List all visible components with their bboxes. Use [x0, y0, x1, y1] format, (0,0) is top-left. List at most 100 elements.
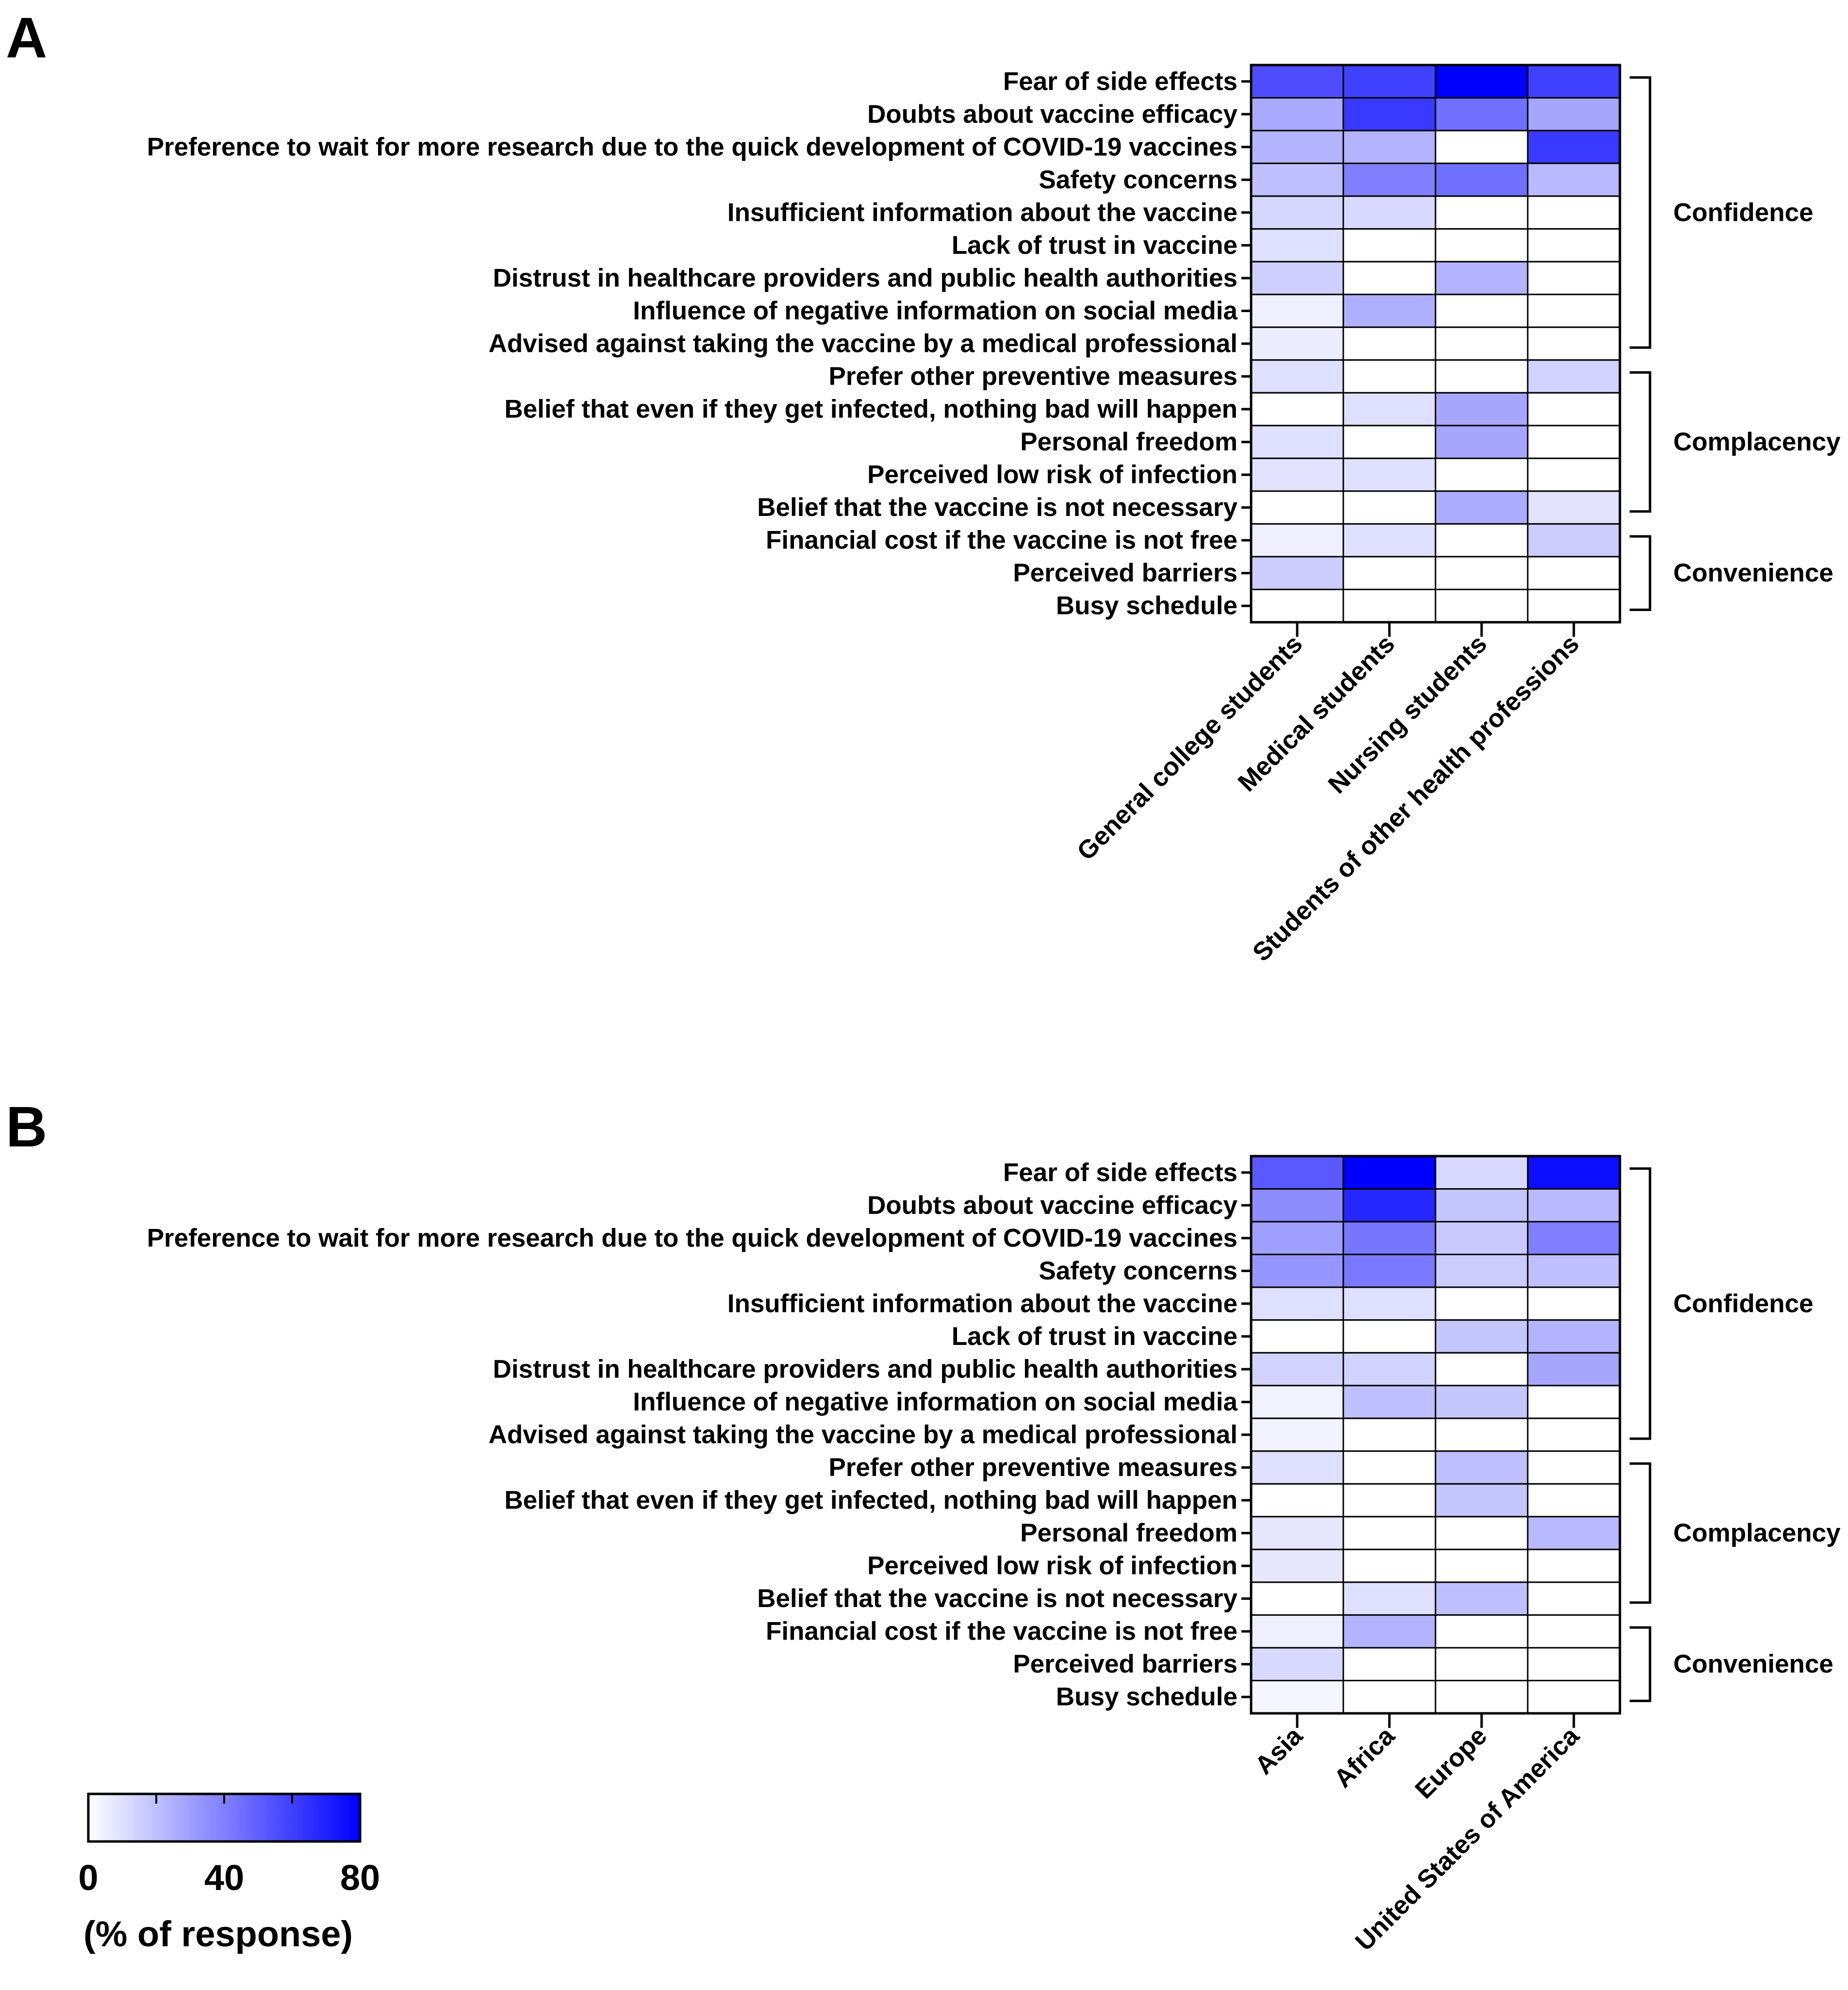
row-label: Insufficient information about the vacci… [727, 198, 1238, 227]
heatmap-cell [1527, 1647, 1621, 1681]
heatmap-cell [1527, 1614, 1621, 1649]
row-label: Financial cost if the vaccine is not fre… [766, 526, 1238, 555]
heatmap-cell [1250, 64, 1344, 99]
row-label: Advised against taking the vaccine by a … [489, 330, 1238, 358]
heatmap-cell [1342, 1385, 1436, 1419]
heatmap-cell [1527, 425, 1621, 459]
heatmap-cell [1250, 1483, 1344, 1518]
heatmap-cell [1342, 425, 1436, 459]
heatmap-cell [1250, 1385, 1344, 1419]
row-label: Perceived low risk of infection [867, 1552, 1238, 1580]
row-label: Lack of trust in vaccine [952, 231, 1238, 260]
heatmap-cell [1527, 228, 1621, 263]
row-label: Prefer other preventive measures [828, 362, 1238, 391]
legend-tick-label: 40 [204, 1857, 244, 1898]
heatmap-cell [1342, 1319, 1436, 1354]
heatmap-cell [1342, 1516, 1436, 1550]
heatmap-cell [1250, 261, 1344, 296]
heatmap-cell [1527, 1254, 1621, 1288]
heatmap-cell [1435, 261, 1529, 296]
group-bracket [1630, 76, 1651, 349]
row-label: Fear of side effects [1003, 1158, 1238, 1187]
heatmap-cell [1435, 523, 1529, 558]
heatmap-cell [1250, 1679, 1344, 1714]
heatmap-cell [1527, 523, 1621, 558]
heatmap-cell [1342, 294, 1436, 328]
heatmap-cell [1250, 588, 1344, 623]
row-label: Personal freedom [1020, 428, 1238, 456]
heatmap-cell [1435, 588, 1529, 623]
heatmap-cell [1342, 1254, 1436, 1288]
heatmap-cell [1435, 1614, 1529, 1649]
heatmap-cell [1250, 1221, 1344, 1256]
heatmap-cell [1250, 1286, 1344, 1321]
heatmap-cell [1250, 523, 1344, 558]
heatmap-cell [1342, 1417, 1436, 1452]
heatmap-cell [1342, 1679, 1436, 1714]
row-label: Personal freedom [1020, 1519, 1238, 1547]
heatmap-cell [1435, 392, 1529, 427]
heatmap-cell [1527, 1483, 1621, 1518]
heatmap-cell [1527, 1286, 1621, 1321]
group-label: Confidence [1673, 1289, 1814, 1318]
heatmap-cell [1435, 1450, 1529, 1485]
heatmap-cell [1435, 163, 1529, 197]
row-label: Perceived barriers [1013, 1650, 1238, 1678]
group-label: Convenience [1673, 559, 1833, 587]
heatmap-cell [1250, 228, 1344, 263]
heatmap-cell [1435, 1679, 1529, 1714]
heatmap-cell [1527, 588, 1621, 623]
panel-b: B Fear of side effects Doubts about vaccin… [6, 1095, 1841, 1957]
heatmap-cell [1250, 1647, 1344, 1681]
heatmap-cell [1342, 1548, 1436, 1583]
heatmap-cell [1250, 1319, 1344, 1354]
group-bracket [1630, 1462, 1651, 1604]
heatmap-cell [1342, 97, 1436, 132]
heatmap-cell [1435, 490, 1529, 525]
heatmap-cell [1527, 1319, 1621, 1354]
panel-a: A Fear of side effects Doubts about vaccin… [6, 6, 1841, 967]
legend-tick-label: 80 [340, 1857, 380, 1898]
column-label: Africa [1329, 1721, 1401, 1793]
heatmap-cell [1250, 294, 1344, 328]
group-label: Complacency [1673, 428, 1841, 456]
heatmap-cell [1435, 457, 1529, 492]
heatmap-cell [1342, 163, 1436, 197]
row-label: Preference to wait for more research due… [147, 1224, 1238, 1252]
row-label: Fear of side effects [1003, 67, 1238, 96]
heatmap-cell [1435, 1647, 1529, 1681]
heatmap-cell [1342, 1614, 1436, 1649]
heatmap-cell [1527, 195, 1621, 230]
heatmap-cell [1435, 326, 1529, 361]
row-label: Safety concerns [1039, 166, 1238, 194]
row-label: Lack of trust in vaccine [952, 1322, 1238, 1351]
legend-tick-label: 0 [78, 1857, 98, 1898]
heatmap-cell [1342, 326, 1436, 361]
heatmap-cell [1527, 392, 1621, 427]
row-label: Safety concerns [1039, 1257, 1238, 1285]
group-bracket [1630, 1626, 1651, 1702]
column-label: Students of other health professions [1247, 630, 1585, 967]
row-label: Influence of negative information on soc… [633, 297, 1238, 325]
heatmap-cell [1435, 556, 1529, 590]
row-label: Distrust in healthcare providers and pub… [493, 1355, 1238, 1383]
heatmap-cell [1527, 1516, 1621, 1550]
row-label: Doubts about vaccine efficacy [867, 100, 1238, 129]
heatmap-cell [1342, 1581, 1436, 1616]
row-label: Insufficient information about the vacci… [727, 1289, 1238, 1318]
heatmap-cell [1250, 1254, 1344, 1288]
group-bracket [1630, 1167, 1651, 1440]
heatmap-cell [1527, 1417, 1621, 1452]
heatmap-cell [1342, 523, 1436, 558]
heatmap-cell [1435, 1286, 1529, 1321]
heatmap-cell [1250, 163, 1344, 197]
row-label: Advised against taking the vaccine by a … [489, 1421, 1238, 1449]
heatmap-cell [1250, 392, 1344, 427]
row-label: Influence of negative information on soc… [633, 1388, 1238, 1416]
row-label: Perceived barriers [1013, 559, 1238, 587]
heatmap-cell [1250, 1581, 1344, 1616]
row-label: Busy schedule [1056, 1683, 1238, 1711]
heatmap-cell [1435, 130, 1529, 165]
panel-label: B [6, 1095, 47, 1159]
heatmap-cell [1435, 1352, 1529, 1387]
